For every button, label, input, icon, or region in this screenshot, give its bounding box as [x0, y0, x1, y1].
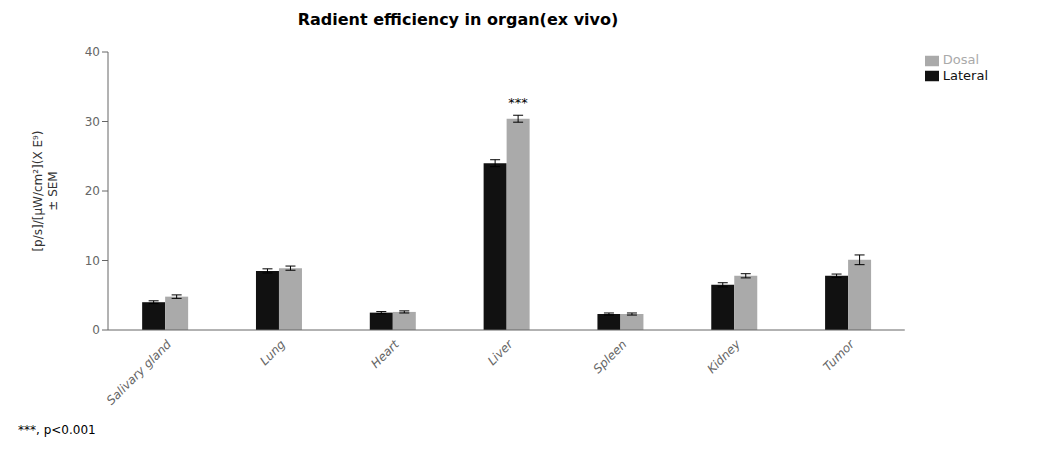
- svg-text:20: 20: [85, 184, 100, 198]
- svg-text:***: ***: [508, 95, 528, 110]
- html-text:Lateral: Lateral: [942, 67, 988, 83]
- svg-text:10: 10: [85, 254, 100, 268]
- svg-text:Heart: Heart: [368, 336, 402, 370]
- svg-text:Tumor: Tumor: [820, 337, 857, 374]
- svg-text:Liver: Liver: [485, 337, 516, 368]
- svg-text:Kidney: Kidney: [704, 337, 743, 376]
- svg-text:Spleen: Spleen: [591, 337, 630, 376]
- html-text:***, p<0.001: ***, p<0.001: [18, 423, 96, 437]
- svg-text:40: 40: [85, 45, 100, 59]
- svg-text:[p/s]/[μW/cm²](X E⁹)± SEM: [p/s]/[μW/cm²](X E⁹)± SEM: [31, 130, 60, 251]
- svg-text:30: 30: [85, 115, 100, 129]
- html-text:Radient efficiency in organ(ex: Radient efficiency in organ(ex vivo): [297, 10, 619, 29]
- svg-text:0: 0: [92, 323, 100, 337]
- html-text:Dosal: Dosal: [942, 52, 980, 67]
- svg-text:Salivary gland: Salivary gland: [104, 337, 175, 408]
- svg-text:Lung: Lung: [257, 337, 288, 368]
